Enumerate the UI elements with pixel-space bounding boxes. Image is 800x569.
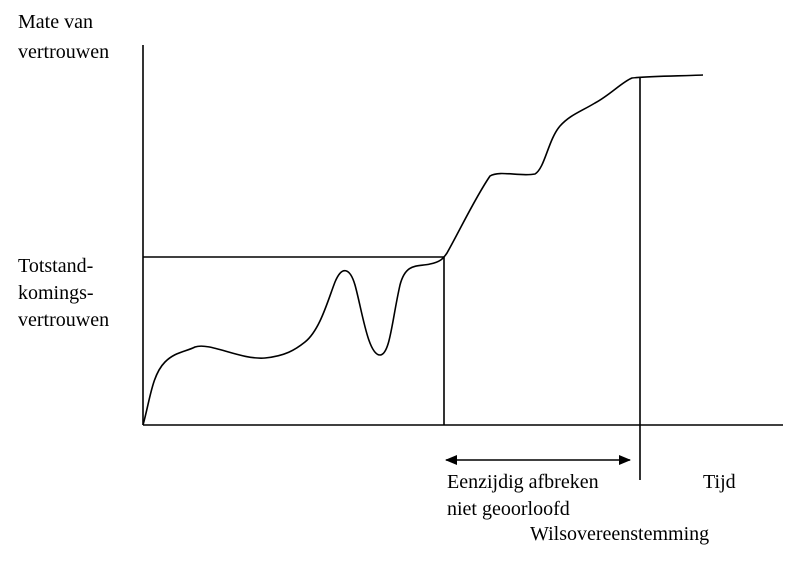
reference-label: vertrouwen (18, 309, 109, 331)
y-axis-label: Mate van (18, 11, 93, 33)
reference-label: Totstand- (18, 255, 93, 277)
y-axis-label: vertrouwen (18, 41, 109, 63)
agreement-label: Wilsovereenstemming (530, 523, 709, 545)
reference-label: komings- (18, 282, 94, 304)
trust-curve (142, 74, 704, 426)
arrow-label: Eenzijdig afbreken (447, 471, 599, 493)
x-axis-label: Tijd (703, 471, 736, 493)
arrow-label: niet geoorloofd (447, 498, 570, 520)
